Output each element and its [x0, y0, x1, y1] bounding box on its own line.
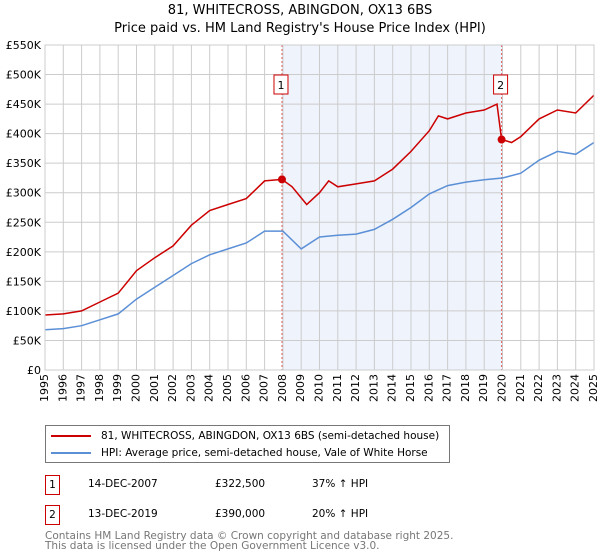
- sale-point: [497, 135, 506, 144]
- x-tick-label: 2021: [514, 374, 527, 402]
- x-tick-label: 2017: [441, 374, 454, 402]
- x-tick-label: 2024: [569, 374, 582, 402]
- y-tick-label: £250K: [6, 216, 42, 229]
- shaded-period: [281, 45, 502, 370]
- y-tick-label: £100K: [6, 305, 42, 318]
- y-tick-label: £0: [27, 364, 41, 377]
- x-tick-label: 2015: [404, 374, 417, 402]
- chart-title: 81, WHITECROSS, ABINGDON, OX13 6BS: [167, 3, 433, 18]
- x-tick-label: 1996: [56, 374, 69, 402]
- x-tick-label: 2011: [331, 374, 344, 402]
- legend-item-hpi: HPI: Average price, semi-detached house,…: [51, 447, 428, 459]
- x-tick-label: 1995: [38, 374, 51, 402]
- x-tick-label: 2018: [459, 374, 472, 402]
- y-tick-label: £550K: [6, 39, 42, 52]
- legend-swatch-blue: [51, 452, 91, 454]
- x-tick-label: 2003: [184, 374, 197, 402]
- sale-point: [277, 175, 286, 184]
- plot-area: 1995 1996 1997 1998 1999 2000 2001 2002 2003 2004…: [6, 39, 600, 402]
- y-tick-label: £500K: [6, 69, 42, 82]
- sale-marker-box: 1: [45, 475, 60, 495]
- legend-label: 81, WHITECROSS, ABINGDON, OX13 6BS (semi…: [101, 430, 440, 442]
- x-tick-label: 2013: [367, 374, 380, 402]
- sale-label: 1: [277, 79, 284, 92]
- x-tick-label: 1998: [93, 374, 106, 402]
- y-tick-label: £350K: [6, 157, 42, 170]
- sale-label-box: [493, 74, 509, 95]
- y-tick-label: £200K: [6, 246, 42, 259]
- x-tick-label: 2022: [532, 374, 545, 402]
- sale-label-box: [273, 74, 289, 95]
- legend: 81, WHITECROSS, ABINGDON, OX13 6BS (semi…: [45, 425, 450, 463]
- x-tick-label: 2010: [313, 374, 326, 402]
- footer-line-1: Contains HM Land Registry data © Crown c…: [45, 530, 454, 542]
- legend-label: HPI: Average price, semi-detached house,…: [101, 447, 428, 459]
- x-tick-label: 2023: [550, 374, 563, 402]
- x-tick-label: 2004: [203, 374, 216, 402]
- sale-date: 14-DEC-2007: [88, 478, 158, 490]
- x-tick-label: 2001: [148, 374, 161, 402]
- x-tick-label: 2008: [276, 374, 289, 402]
- y-tick-label: £300K: [6, 187, 42, 200]
- x-tick-label: 2012: [349, 374, 362, 402]
- x-tick-label: 2002: [166, 374, 179, 402]
- x-tick-label: 2020: [496, 374, 509, 402]
- series-line: [44, 141, 595, 331]
- x-tick-label: 2009: [294, 374, 307, 402]
- y-tick-label: £50K: [13, 334, 42, 347]
- plot-border: [44, 44, 595, 371]
- x-tick-label: 2007: [258, 374, 271, 402]
- chart-subtitle: Price paid vs. HM Land Registry's House …: [114, 21, 486, 36]
- sale-hpi: 37% ↑ HPI: [312, 478, 369, 490]
- x-tick-label: 2016: [422, 374, 435, 402]
- x-tick-label: 2019: [477, 374, 490, 402]
- x-tick-label: 2000: [130, 374, 143, 402]
- sale-label: 2: [497, 79, 504, 92]
- x-tick-label: 2025: [587, 374, 600, 402]
- x-tick-label: 2006: [239, 374, 252, 402]
- legend-swatch-red: [51, 435, 91, 437]
- legend-item-property: 81, WHITECROSS, ABINGDON, OX13 6BS (semi…: [51, 430, 439, 442]
- y-tick-label: £400K: [6, 128, 42, 141]
- sale-marker-box: 2: [45, 505, 60, 525]
- footer-line-2: This data is licensed under the Open Gov…: [45, 540, 380, 552]
- y-tick-label: £150K: [6, 275, 42, 288]
- x-tick-label: 1999: [111, 374, 124, 402]
- x-tick-label: 1997: [75, 374, 88, 402]
- sale-hpi: 20% ↑ HPI: [312, 508, 369, 520]
- footer: Contains HM Land Registry data © Crown c…: [45, 530, 454, 552]
- sale-date: 13-DEC-2019: [88, 508, 158, 520]
- y-tick-label: £450K: [6, 98, 42, 111]
- x-tick-label: 2005: [221, 374, 234, 402]
- x-tick-label: 2014: [386, 374, 399, 402]
- sale-price: £322,500: [215, 478, 266, 490]
- sale-price: £390,000: [215, 508, 266, 520]
